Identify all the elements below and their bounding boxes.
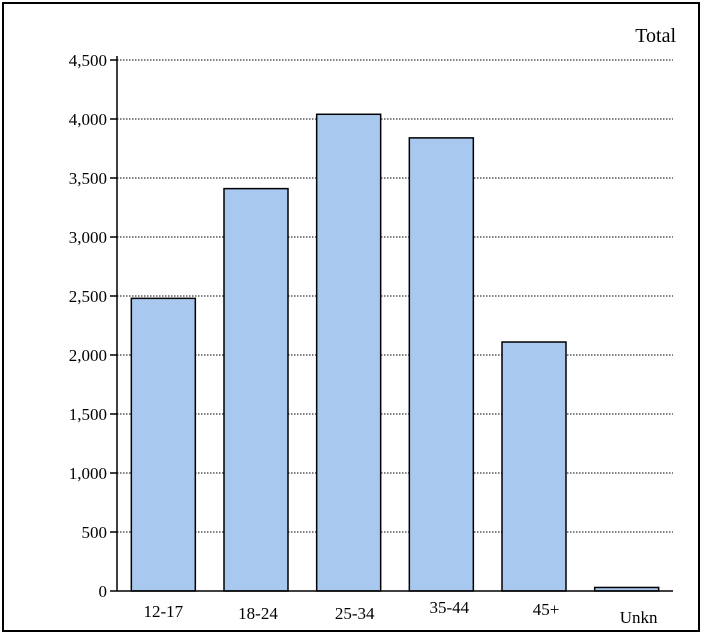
bar-12-17 bbox=[130, 297, 197, 592]
bar-35-44 bbox=[408, 137, 475, 592]
x-tick-label: 25-34 bbox=[335, 604, 375, 623]
y-tick-label: 2,000 bbox=[69, 346, 107, 365]
y-tick-label: 3,500 bbox=[69, 169, 107, 188]
y-tick-label: 4,000 bbox=[69, 110, 107, 129]
x-tick-label: 45+ bbox=[533, 600, 560, 619]
bar-45+ bbox=[501, 341, 567, 592]
y-tick-label: 1,000 bbox=[69, 464, 107, 483]
axes-group bbox=[116, 56, 673, 592]
y-tick-label: 3,000 bbox=[69, 228, 107, 247]
y-tick-label: 1,500 bbox=[69, 405, 107, 424]
y-tick-label: 500 bbox=[82, 523, 108, 542]
x-tick-label: 12-17 bbox=[143, 602, 183, 621]
y-tick-label: 0 bbox=[99, 582, 108, 601]
x-tick-label: 18-24 bbox=[238, 604, 278, 623]
x-tick-label: Unkn bbox=[620, 608, 658, 627]
legend-label: Total bbox=[635, 25, 676, 47]
x-tick-label: 35-44 bbox=[429, 598, 469, 617]
bar-25-34 bbox=[315, 113, 382, 592]
bars-group bbox=[130, 113, 660, 592]
y-tick-label: 2,500 bbox=[69, 287, 107, 306]
x-tick-labels: 12-17 18-24 25-34 35-44 45+ Unkn bbox=[143, 598, 658, 627]
y-tick-labels: 0 500 1,000 1,500 2,000 2,500 3,000 3,500 4,000 4… bbox=[69, 51, 117, 601]
grid-lines bbox=[117, 59, 673, 533]
y-tick-label: 4,500 bbox=[69, 51, 107, 70]
bar-18-24 bbox=[223, 187, 289, 592]
